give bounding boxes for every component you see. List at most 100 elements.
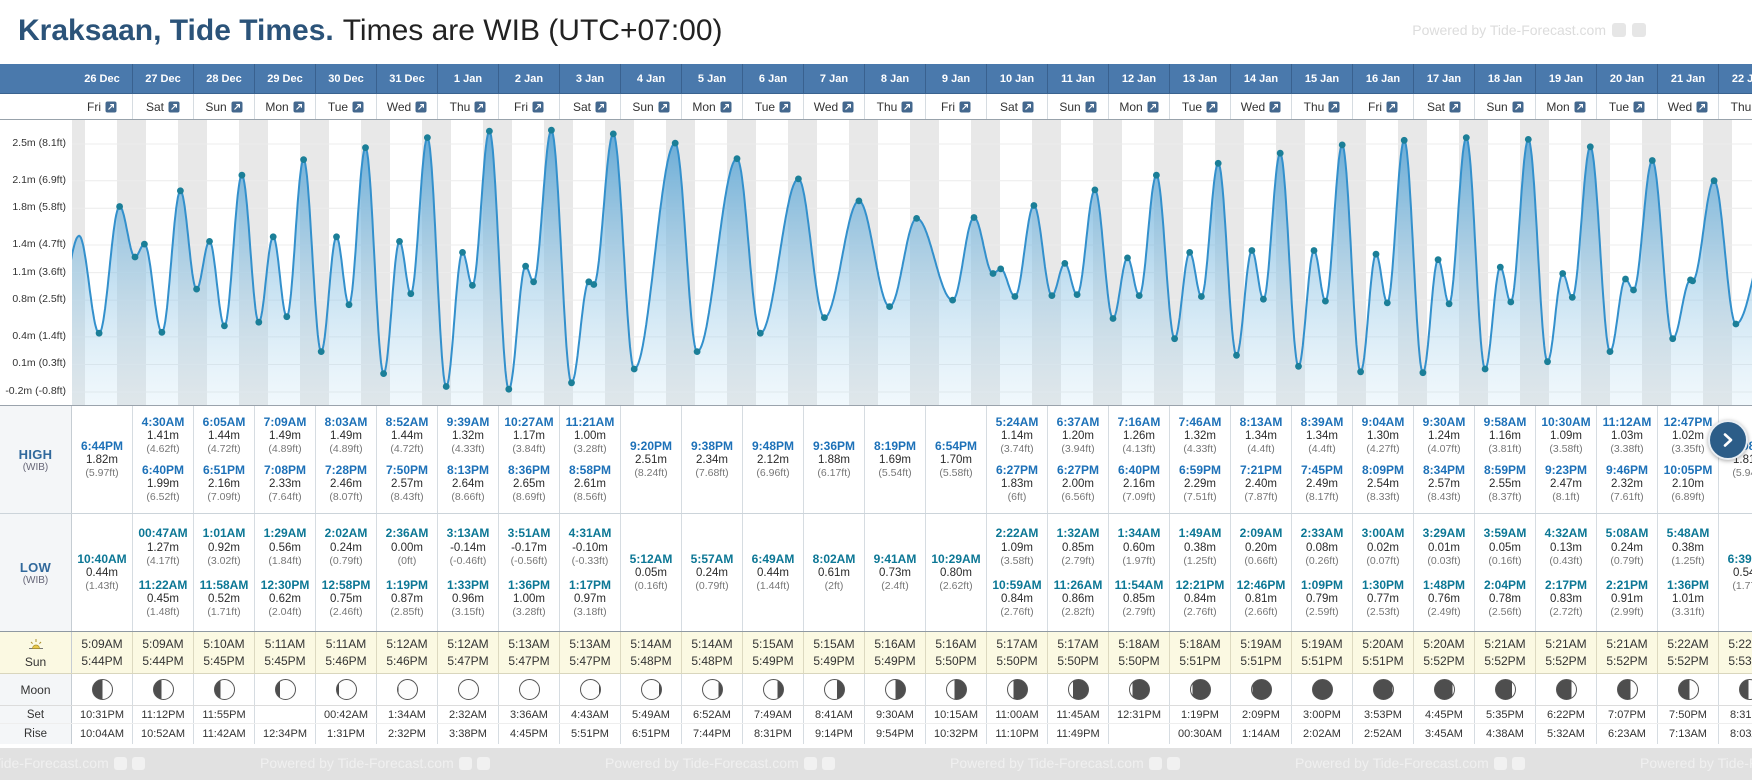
sunset-time: 5:51PM <box>1301 653 1343 668</box>
expand-day-icon[interactable] <box>1147 101 1159 113</box>
tide-cell-lows: 1:01AM 0.92m (3.02ft) 11:58AM 0.52m (1.71ft) <box>194 514 255 631</box>
expand-day-icon[interactable] <box>1449 101 1461 113</box>
expand-day-icon[interactable] <box>168 101 180 113</box>
date-cell[interactable]: 5 Jan <box>682 64 743 93</box>
weekday-label: Sun <box>632 99 654 114</box>
expand-day-icon[interactable] <box>1269 101 1281 113</box>
weekday-cell[interactable]: Thu <box>1719 94 1752 119</box>
expand-day-icon[interactable] <box>1696 101 1708 113</box>
tide-height-ft: (1.48ft) <box>146 606 180 619</box>
weekday-cell[interactable]: Sun <box>194 94 255 119</box>
expand-day-icon[interactable] <box>1633 101 1645 113</box>
date-cell[interactable]: 27 Dec <box>133 64 194 93</box>
date-cell[interactable]: 9 Jan <box>926 64 987 93</box>
tide-entry: 8:13AM 1.34m (4.4ft) <box>1240 415 1283 456</box>
expand-day-icon[interactable] <box>1085 101 1097 113</box>
date-cell[interactable]: 22 Jan <box>1719 64 1752 93</box>
date-cell[interactable]: 12 Jan <box>1109 64 1170 93</box>
expand-day-icon[interactable] <box>779 101 791 113</box>
expand-day-icon[interactable] <box>1328 101 1340 113</box>
weekday-cell[interactable]: Fri <box>72 94 133 119</box>
weekday-cell[interactable]: Wed <box>377 94 438 119</box>
expand-day-icon[interactable] <box>415 101 427 113</box>
weekday-cell[interactable]: Fri <box>926 94 987 119</box>
tide-height-ft: (2.04ft) <box>268 606 302 619</box>
weekday-cell[interactable]: Tue <box>1597 94 1658 119</box>
weekday-cell[interactable]: Fri <box>1353 94 1414 119</box>
expand-day-icon[interactable] <box>595 101 607 113</box>
date-cell[interactable]: 14 Jan <box>1231 64 1292 93</box>
date-cell[interactable]: 19 Jan <box>1536 64 1597 93</box>
expand-day-icon[interactable] <box>720 101 732 113</box>
date-cell[interactable]: 6 Jan <box>743 64 804 93</box>
weekday-cell[interactable]: Tue <box>1170 94 1231 119</box>
tide-cell-highs: 12:47PM 1.02m (3.35ft) 10:05PM 2.10m (6.89ft) <box>1658 406 1719 513</box>
tide-height-ft: (-0.56ft) <box>510 554 548 567</box>
weekday-cell[interactable]: Wed <box>1231 94 1292 119</box>
date-cell[interactable]: 11 Jan <box>1048 64 1109 93</box>
date-cell[interactable]: 15 Jan <box>1292 64 1353 93</box>
tide-entry: 1:30PM 0.77m (2.53ft) <box>1362 578 1404 619</box>
weekday-cell[interactable]: Sun <box>1048 94 1109 119</box>
date-cell[interactable]: 28 Dec <box>194 64 255 93</box>
moon-cell <box>438 674 499 705</box>
expand-day-icon[interactable] <box>352 101 364 113</box>
weekday-cell[interactable]: Mon <box>682 94 743 119</box>
date-cell[interactable]: 26 Dec <box>72 64 133 93</box>
date-cell[interactable]: 31 Dec <box>377 64 438 93</box>
expand-day-icon[interactable] <box>1574 101 1586 113</box>
date-cell[interactable]: 7 Jan <box>804 64 865 93</box>
date-cell[interactable]: 4 Jan <box>621 64 682 93</box>
date-cell[interactable]: 10 Jan <box>987 64 1048 93</box>
weekday-cell[interactable]: Sat <box>560 94 621 119</box>
weekday-cell[interactable]: Wed <box>1658 94 1719 119</box>
moon-cell <box>377 674 438 705</box>
weekday-cell[interactable]: Sat <box>133 94 194 119</box>
expand-day-icon[interactable] <box>1512 101 1524 113</box>
weekday-cell[interactable]: Mon <box>1536 94 1597 119</box>
weekday-cell[interactable]: Thu <box>865 94 926 119</box>
weekday-cell[interactable]: Mon <box>255 94 316 119</box>
date-cell[interactable]: 1 Jan <box>438 64 499 93</box>
weekday-cell[interactable]: Sat <box>987 94 1048 119</box>
date-cell[interactable]: 30 Dec <box>316 64 377 93</box>
weekday-cell[interactable]: Tue <box>743 94 804 119</box>
expand-day-icon[interactable] <box>1022 101 1034 113</box>
date-cell[interactable]: 18 Jan <box>1475 64 1536 93</box>
expand-day-icon[interactable] <box>293 101 305 113</box>
date-cell[interactable]: 8 Jan <box>865 64 926 93</box>
expand-day-icon[interactable] <box>105 101 117 113</box>
moonrise-time: 3:38PM <box>438 724 499 744</box>
expand-day-icon[interactable] <box>474 101 486 113</box>
weekday-cell[interactable]: Mon <box>1109 94 1170 119</box>
expand-day-icon[interactable] <box>1386 101 1398 113</box>
weekday-cell[interactable]: Fri <box>499 94 560 119</box>
expand-day-icon[interactable] <box>658 101 670 113</box>
expand-day-icon[interactable] <box>1206 101 1218 113</box>
date-cell[interactable]: 20 Jan <box>1597 64 1658 93</box>
date-cell[interactable]: 29 Dec <box>255 64 316 93</box>
expand-day-icon[interactable] <box>532 101 544 113</box>
weekday-cell[interactable]: Thu <box>438 94 499 119</box>
weekday-cell[interactable]: Sun <box>1475 94 1536 119</box>
expand-day-icon[interactable] <box>959 101 971 113</box>
expand-day-icon[interactable] <box>231 101 243 113</box>
tide-height-ft: (3.18ft) <box>573 606 607 619</box>
weekday-cell[interactable]: Wed <box>804 94 865 119</box>
date-cell[interactable]: 16 Jan <box>1353 64 1414 93</box>
date-cell[interactable]: 21 Jan <box>1658 64 1719 93</box>
tide-time: 3:51AM <box>507 526 551 541</box>
weekday-cell[interactable]: Sat <box>1414 94 1475 119</box>
scroll-next-button[interactable] <box>1708 420 1748 460</box>
weekday-cell[interactable]: Thu <box>1292 94 1353 119</box>
date-cell[interactable]: 3 Jan <box>560 64 621 93</box>
weekday-cell[interactable]: Tue <box>316 94 377 119</box>
date-cell[interactable]: 13 Jan <box>1170 64 1231 93</box>
tide-cell-highs: 9:58AM 1.16m (3.81ft) 8:59PM 2.55m (8.37ft) <box>1475 406 1536 513</box>
tide-time: 12:58PM <box>321 577 371 592</box>
date-cell[interactable]: 17 Jan <box>1414 64 1475 93</box>
date-cell[interactable]: 2 Jan <box>499 64 560 93</box>
weekday-cell[interactable]: Sun <box>621 94 682 119</box>
expand-day-icon[interactable] <box>842 101 854 113</box>
expand-day-icon[interactable] <box>901 101 913 113</box>
